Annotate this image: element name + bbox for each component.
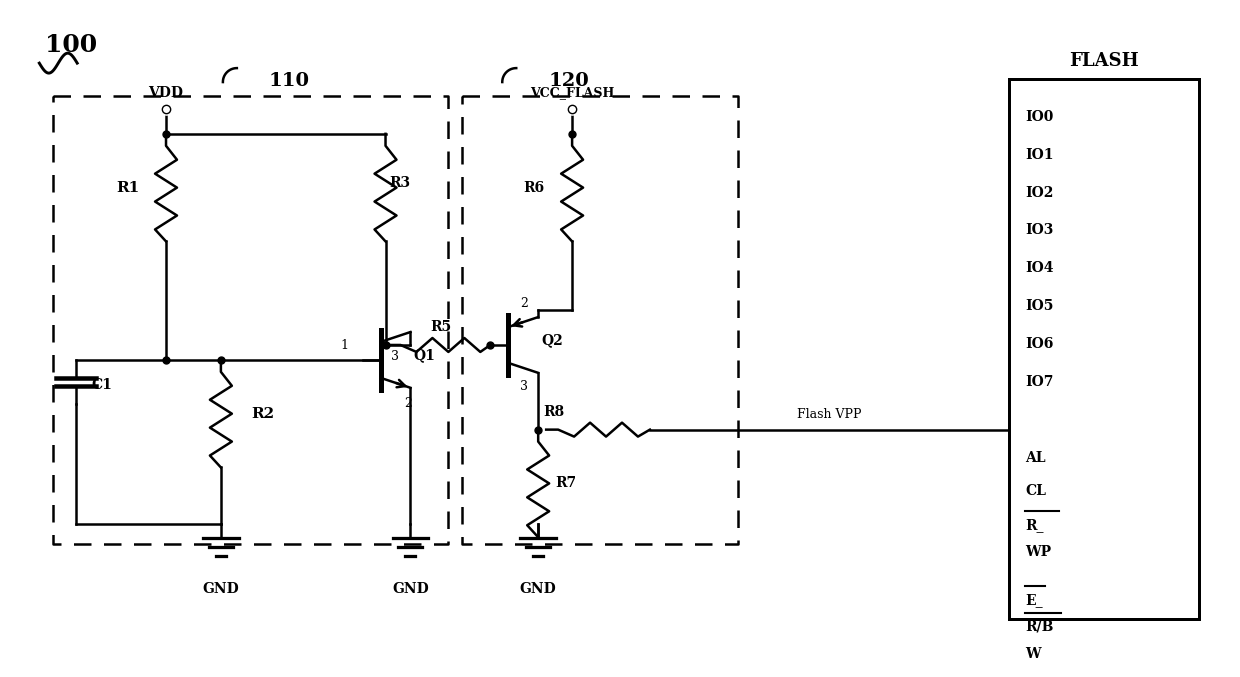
Text: AL: AL	[1025, 450, 1045, 464]
Text: IO5: IO5	[1025, 299, 1054, 313]
Text: C1: C1	[92, 378, 113, 392]
Text: Q1: Q1	[413, 348, 435, 362]
Text: IO2: IO2	[1025, 185, 1054, 200]
Text: R7: R7	[556, 477, 577, 490]
Text: IO0: IO0	[1025, 110, 1054, 124]
Text: 2: 2	[521, 297, 528, 309]
Text: R1: R1	[117, 181, 140, 194]
Text: CL: CL	[1025, 484, 1047, 498]
Text: R/B: R/B	[1025, 620, 1054, 634]
Text: IO6: IO6	[1025, 337, 1054, 351]
Text: W: W	[1025, 647, 1040, 661]
Text: R2: R2	[252, 407, 274, 420]
Text: R6: R6	[523, 181, 544, 194]
Text: IO1: IO1	[1025, 148, 1054, 162]
Text: GND: GND	[520, 582, 557, 596]
Text: Q2: Q2	[542, 333, 563, 347]
Text: 3: 3	[391, 351, 398, 364]
Text: VCC_FLASH: VCC_FLASH	[529, 87, 614, 100]
Text: Flash VPP: Flash VPP	[797, 408, 862, 421]
Text: GND: GND	[202, 582, 239, 596]
Text: R8: R8	[543, 405, 564, 418]
Text: 110: 110	[269, 72, 310, 90]
Text: 2: 2	[404, 397, 413, 410]
Text: E_: E_	[1025, 593, 1043, 607]
Text: IO7: IO7	[1025, 375, 1054, 389]
Text: IO4: IO4	[1025, 261, 1054, 276]
Text: GND: GND	[392, 582, 429, 596]
Text: 100: 100	[45, 33, 97, 58]
Text: R3: R3	[389, 175, 410, 190]
Text: WP: WP	[1025, 545, 1052, 559]
Text: FLASH: FLASH	[1069, 52, 1138, 70]
Bar	[1009, 79, 1199, 619]
Text: VDD: VDD	[149, 86, 184, 100]
Text: 1: 1	[341, 339, 348, 353]
Text: 3: 3	[521, 380, 528, 393]
Text: R5: R5	[430, 320, 451, 334]
Text: R_: R_	[1025, 518, 1044, 532]
Text: IO3: IO3	[1025, 223, 1054, 238]
Text: 120: 120	[548, 72, 589, 90]
